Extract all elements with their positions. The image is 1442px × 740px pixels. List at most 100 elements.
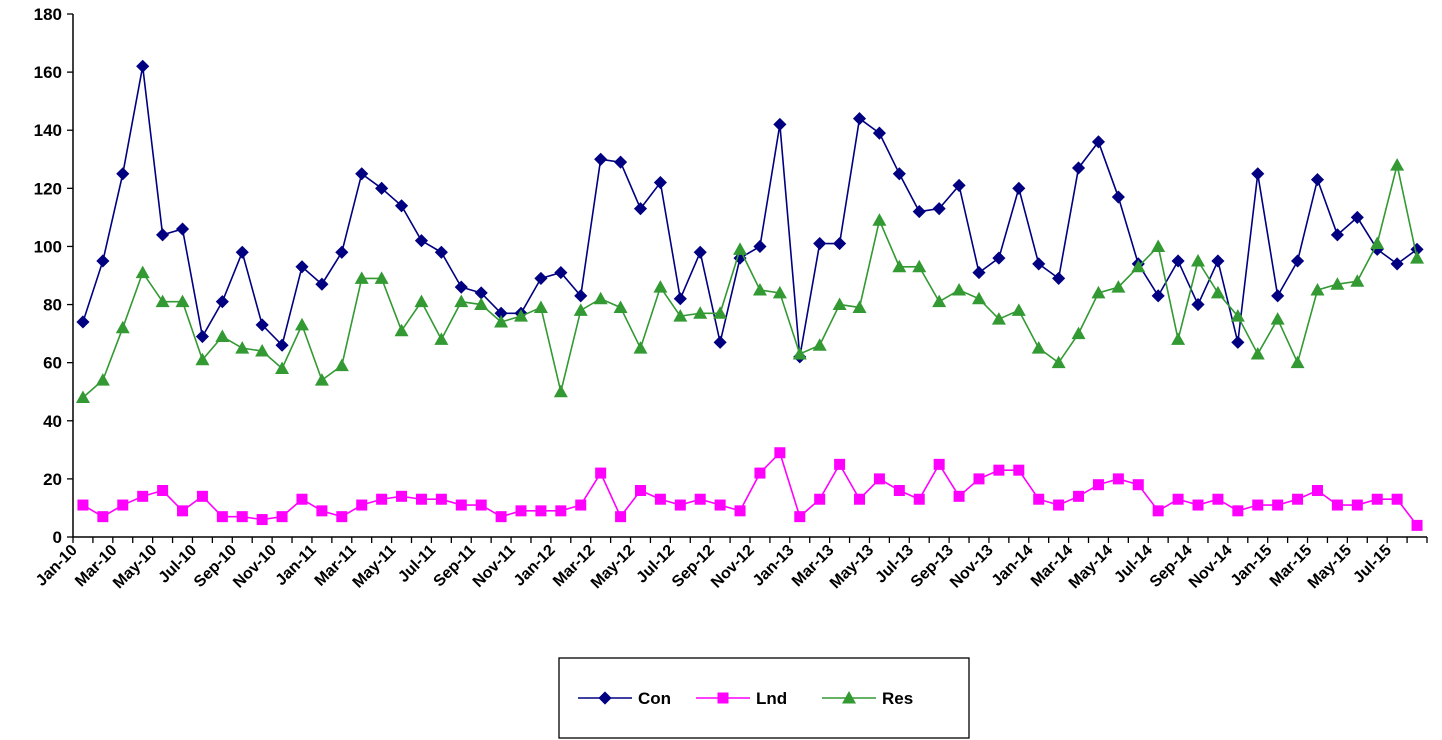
data-point-res bbox=[713, 306, 728, 319]
data-point-res bbox=[533, 300, 548, 313]
data-point-res bbox=[175, 294, 190, 308]
data-point-res bbox=[1091, 285, 1106, 299]
data-point-lnd bbox=[316, 505, 328, 517]
data-point-res bbox=[1250, 346, 1265, 360]
data-point-res bbox=[354, 271, 369, 284]
data-point-lnd bbox=[376, 493, 388, 505]
data-point-con bbox=[355, 167, 369, 181]
data-point-con bbox=[972, 266, 986, 280]
x-tick-label: Jan-11 bbox=[273, 542, 320, 589]
y-tick-label: 60 bbox=[43, 354, 62, 373]
legend: Con Lnd Res bbox=[558, 657, 970, 739]
y-tick-label: 80 bbox=[43, 296, 62, 315]
data-point-con bbox=[614, 155, 628, 169]
x-tick-label: Nov-10 bbox=[230, 542, 280, 592]
data-point-con bbox=[554, 266, 568, 280]
x-tick-label: Jan-13 bbox=[750, 542, 798, 590]
data-point-con bbox=[534, 271, 548, 285]
data-point-lnd bbox=[873, 473, 885, 485]
data-point-res bbox=[434, 332, 449, 345]
data-point-con bbox=[594, 152, 608, 166]
data-point-lnd bbox=[137, 490, 149, 502]
data-point-lnd bbox=[475, 499, 487, 511]
data-point-res bbox=[693, 306, 708, 319]
legend-items: Con Lnd Res bbox=[578, 689, 913, 708]
data-point-con bbox=[852, 112, 867, 126]
data-point-lnd bbox=[654, 493, 666, 505]
data-point-res bbox=[294, 317, 309, 331]
data-point-con bbox=[195, 329, 209, 344]
data-point-res bbox=[95, 373, 110, 386]
data-point-res bbox=[75, 390, 90, 404]
data-point-res bbox=[275, 361, 290, 374]
data-point-con bbox=[275, 338, 289, 352]
data-point-res bbox=[1350, 274, 1365, 287]
data-point-con bbox=[653, 175, 667, 190]
data-point-lnd bbox=[1252, 499, 1264, 511]
data-point-con bbox=[375, 181, 389, 195]
data-point-res bbox=[1071, 326, 1086, 340]
legend-item-lnd: Lnd bbox=[696, 689, 787, 708]
data-point-res bbox=[1310, 283, 1325, 296]
data-point-lnd bbox=[97, 511, 109, 523]
data-point-con bbox=[315, 277, 329, 291]
x-tick-label: Nov-13 bbox=[947, 542, 997, 592]
data-point-res bbox=[1230, 309, 1245, 322]
y-tick-label: 0 bbox=[53, 528, 62, 547]
data-point-con bbox=[773, 117, 787, 131]
data-point-lnd bbox=[953, 490, 965, 502]
data-point-lnd bbox=[1112, 473, 1124, 485]
x-tick-label: May-15 bbox=[1305, 542, 1355, 592]
data-point-con bbox=[1330, 228, 1344, 242]
data-point-lnd bbox=[634, 485, 646, 497]
data-point-con bbox=[175, 222, 190, 236]
data-point-lnd bbox=[834, 458, 846, 470]
data-point-res bbox=[772, 285, 787, 299]
legend-marker-res bbox=[842, 691, 856, 704]
data-point-lnd bbox=[1172, 493, 1184, 505]
data-point-lnd bbox=[1132, 479, 1144, 491]
data-point-con bbox=[136, 59, 150, 73]
data-point-con bbox=[235, 245, 249, 259]
data-point-res bbox=[932, 294, 947, 308]
data-point-res bbox=[1051, 355, 1066, 369]
data-point-lnd bbox=[933, 458, 945, 470]
data-point-res bbox=[1131, 259, 1146, 273]
data-point-con bbox=[1111, 190, 1125, 204]
data-point-res bbox=[1011, 303, 1026, 316]
data-point-lnd bbox=[455, 499, 467, 511]
data-point-res bbox=[852, 300, 867, 313]
data-point-lnd bbox=[694, 493, 706, 505]
data-point-res bbox=[1390, 158, 1405, 171]
data-point-lnd bbox=[1292, 493, 1304, 505]
data-point-res bbox=[394, 323, 409, 337]
data-point-con bbox=[574, 289, 588, 303]
data-point-res bbox=[1111, 280, 1126, 293]
data-point-con bbox=[952, 178, 966, 192]
data-point-con bbox=[414, 234, 429, 248]
data-point-lnd bbox=[77, 499, 89, 511]
series-layer bbox=[75, 59, 1425, 531]
data-point-res bbox=[1290, 355, 1305, 369]
data-point-lnd bbox=[276, 511, 288, 523]
y-tick-label: 140 bbox=[34, 121, 62, 140]
data-point-res bbox=[1151, 239, 1166, 252]
data-point-lnd bbox=[117, 499, 129, 511]
data-point-lnd bbox=[1272, 499, 1284, 511]
data-point-con bbox=[394, 199, 409, 213]
data-point-con bbox=[295, 260, 309, 274]
data-point-lnd bbox=[754, 467, 766, 479]
data-point-con bbox=[1191, 297, 1205, 312]
data-point-con bbox=[1251, 167, 1265, 181]
data-point-con bbox=[1012, 181, 1026, 195]
data-point-lnd bbox=[177, 505, 189, 517]
data-point-res bbox=[673, 309, 688, 322]
x-tick-label: Jan-12 bbox=[511, 542, 559, 590]
data-point-res bbox=[494, 314, 509, 328]
data-point-res bbox=[633, 341, 648, 354]
data-point-con bbox=[454, 280, 468, 294]
data-point-lnd bbox=[714, 499, 726, 511]
data-point-con bbox=[992, 251, 1006, 265]
x-tick-label: Jan-14 bbox=[989, 542, 1037, 590]
data-point-lnd bbox=[256, 514, 268, 526]
